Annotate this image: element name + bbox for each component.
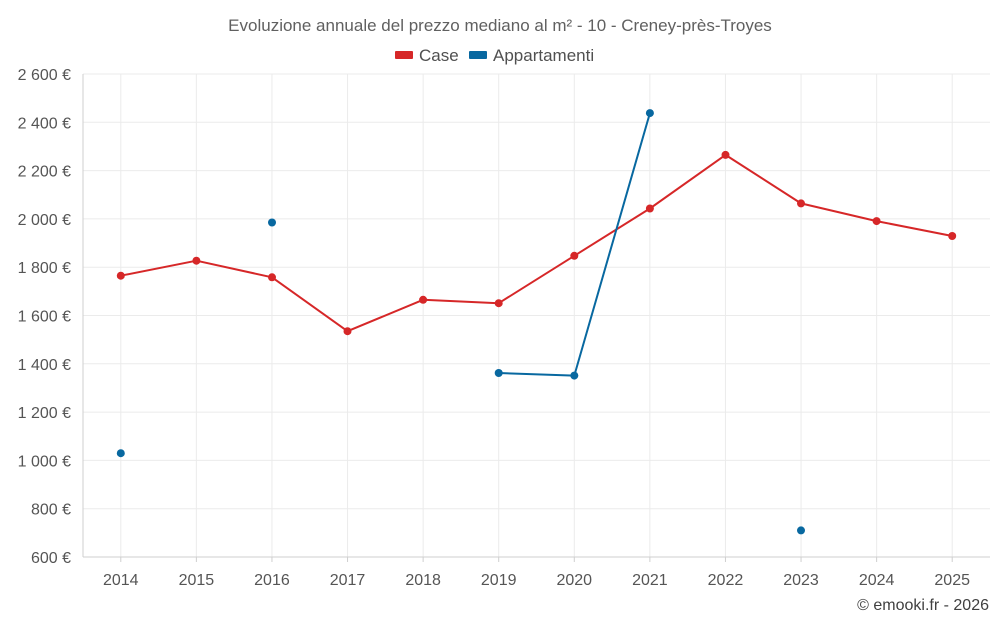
data-point-case[interactable]: [268, 273, 276, 282]
legend-swatch-appartamenti: [469, 51, 487, 59]
y-tick-label: 2 200 €: [18, 164, 71, 181]
y-tick-label: 2 400 €: [18, 115, 71, 132]
data-point-appartamenti[interactable]: [268, 218, 276, 227]
data-point-case[interactable]: [645, 204, 654, 213]
data-point-case[interactable]: [192, 256, 201, 265]
data-point-case[interactable]: [721, 150, 730, 159]
y-tick-label: 1 800 €: [18, 260, 71, 277]
x-tick-label: 2016: [254, 572, 290, 589]
data-point-case[interactable]: [570, 251, 579, 260]
y-tick-label: 2 000 €: [18, 212, 71, 229]
data-point-appartamenti[interactable]: [494, 369, 503, 377]
x-tick-label: 2017: [330, 572, 366, 589]
data-point-case[interactable]: [494, 299, 503, 308]
legend-swatch-case: [395, 51, 413, 59]
legend: Case Appartamenti: [395, 46, 594, 65]
data-point-appartamenti[interactable]: [797, 526, 805, 535]
data-point-case[interactable]: [872, 217, 881, 226]
x-tick-label: 2025: [934, 572, 970, 589]
data-point-appartamenti[interactable]: [116, 449, 125, 458]
series: [116, 109, 957, 535]
series-line-case: [120, 153, 953, 333]
data-point-case[interactable]: [948, 232, 957, 240]
grid: [83, 73, 990, 557]
chart-title: Evoluzione annuale del prezzo mediano al…: [228, 16, 772, 35]
y-tick-label: 2 600 €: [18, 67, 71, 84]
x-tick-label: 2019: [481, 572, 517, 589]
y-tick-label: 1 200 €: [18, 405, 71, 422]
data-point-appartamenti[interactable]: [570, 371, 579, 380]
data-point-case[interactable]: [116, 271, 125, 280]
credit-text: © emooki.fr - 2026: [857, 597, 989, 614]
legend-label-appartamenti[interactable]: Appartamenti: [493, 46, 594, 65]
y-tick-label: 1 000 €: [18, 453, 71, 470]
x-tick-label: 2024: [859, 572, 895, 589]
data-point-case[interactable]: [419, 295, 428, 304]
y-tick-label: 1 400 €: [18, 357, 71, 374]
x-tick-label: 2020: [556, 572, 592, 589]
data-point-case[interactable]: [797, 199, 805, 208]
y-tick-label: 1 600 €: [18, 309, 71, 326]
data-point-case[interactable]: [343, 327, 352, 336]
series-appartamenti: [116, 109, 805, 535]
x-tick-label: 2022: [708, 572, 744, 589]
x-tick-label: 2015: [179, 572, 215, 589]
legend-label-case[interactable]: Case: [419, 46, 459, 65]
x-tick-label: 2018: [405, 572, 441, 589]
series-case: [116, 150, 957, 336]
x-tick-label: 2014: [103, 572, 139, 589]
y-tick-label: 600 €: [31, 550, 71, 567]
y-tick-label: 800 €: [31, 502, 71, 519]
x-tick-label: 2021: [632, 572, 668, 589]
x-tick-label: 2023: [783, 572, 819, 589]
axes: 600 € 800 € 1 000 € 1 200 € 1 400 € 1 600 € 1 …: [18, 67, 990, 589]
data-point-appartamenti[interactable]: [645, 109, 654, 118]
